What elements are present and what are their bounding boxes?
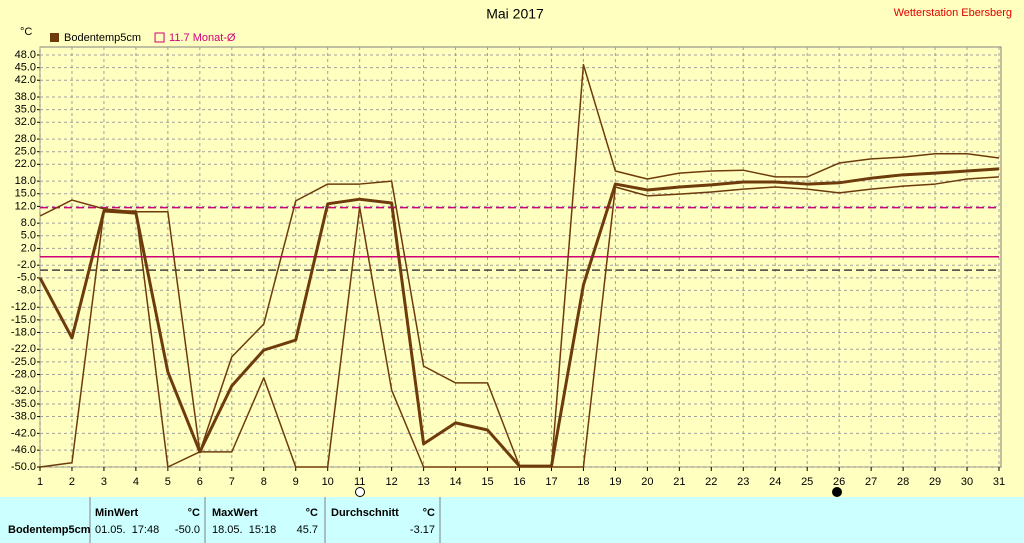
cell-value: -50.0 [175, 524, 200, 536]
y-tick-label: 25.0 [15, 146, 36, 158]
y-tick-label: 48.0 [15, 49, 36, 61]
x-tick-label: 2 [69, 476, 75, 488]
x-tick-label: 8 [261, 476, 267, 488]
x-tick-label: 18 [577, 476, 589, 488]
x-tick-label: 7 [229, 476, 235, 488]
chart-title: Mai 2017 [486, 6, 544, 22]
station-name: Wetterstation Ebersberg [894, 7, 1012, 19]
y-tick-label: 5.0 [21, 230, 36, 242]
cell-value: 18.05. 15:18 [212, 524, 276, 536]
x-tick-label: 23 [737, 476, 749, 488]
y-tick-label: -12.0 [11, 301, 36, 313]
y-tick-label: 28.0 [15, 133, 36, 145]
x-tick-label: 12 [386, 476, 398, 488]
x-tick-label: 3 [101, 476, 107, 488]
x-tick-label: 26 [833, 476, 845, 488]
y-tick-label: -35.0 [11, 398, 36, 410]
y-tick-label: 38.0 [15, 91, 36, 103]
y-tick-label: -32.0 [11, 385, 36, 397]
x-tick-label: 9 [293, 476, 299, 488]
y-tick-label: 35.0 [15, 104, 36, 116]
cell-value: 45.7 [297, 524, 318, 536]
x-tick-label: 19 [609, 476, 621, 488]
x-tick-label: 30 [961, 476, 973, 488]
y-tick-label: 8.0 [21, 217, 36, 229]
moon-new [832, 487, 842, 497]
plot-area: -50.0 -46.0 -42.0 -38.0-35.0-32.0 -28.0-25.0… [11, 46, 1005, 488]
x-tick-label: 15 [481, 476, 493, 488]
y-tick-label: 12.0 [15, 200, 36, 212]
x-tick-label: 22 [705, 476, 717, 488]
y-tick-label: 22.0 [15, 158, 36, 170]
column-header: MinWert [95, 507, 139, 519]
x-tick-label: 31 [993, 476, 1005, 488]
y-tick-label: -38.0 [11, 410, 36, 422]
y-tick-label: -18.0 [11, 326, 36, 338]
x-tick-label: 13 [417, 476, 429, 488]
y-tick-label: -5.0 [17, 272, 36, 284]
row-label: Bodentemp5cm [8, 524, 91, 536]
y-tick-label: -15.0 [11, 314, 36, 326]
y-tick-label: -22.0 [11, 343, 36, 355]
stats-panel [0, 497, 1024, 543]
y-tick-label: 32.0 [15, 116, 36, 128]
y-axis-label: °C [20, 26, 32, 38]
data-line [39, 176, 1000, 468]
x-tick-label: 6 [197, 476, 203, 488]
x-tick-label: 24 [769, 476, 781, 488]
y-tick-label: -46.0 [11, 444, 36, 456]
cell-value: 01.05. 17:48 [95, 524, 159, 536]
column-header: °C [423, 507, 435, 519]
column-header: Durchschnitt [331, 507, 399, 519]
legend-swatch [50, 33, 59, 42]
x-tick-label: 16 [513, 476, 525, 488]
x-tick-label: 14 [449, 476, 461, 488]
stats-table: MinWert °C MaxWert °C Durchschnitt °C Bodentem… [8, 497, 441, 543]
legend-label: Bodentemp5cm [64, 32, 141, 44]
y-tick-label: 2.0 [21, 242, 36, 254]
y-tick-label: -42.0 [11, 427, 36, 439]
column-header: °C [188, 507, 200, 519]
x-tick-label: 21 [673, 476, 685, 488]
y-tick-label: -28.0 [11, 368, 36, 380]
y-tick-label: -2.0 [17, 259, 36, 271]
x-tick-label: 11 [354, 476, 365, 488]
x-tick-label: 4 [133, 476, 139, 488]
x-tick-label: 10 [322, 476, 334, 488]
x-tick-label: 1 [37, 476, 43, 488]
column-header: °C [306, 507, 318, 519]
x-tick-label: 20 [641, 476, 653, 488]
y-tick-label: -8.0 [17, 284, 36, 296]
cell-value: -3.17 [410, 524, 435, 536]
y-tick-label: 45.0 [15, 62, 36, 74]
x-tick-label: 29 [929, 476, 941, 488]
x-tick-label: 28 [897, 476, 909, 488]
legend-swatch [154, 32, 165, 43]
moon-full [355, 487, 365, 497]
y-tick-label: 15.0 [15, 188, 36, 200]
y-tick-label: -25.0 [11, 356, 36, 368]
legend-label: 11.7 Monat-Ø [169, 32, 236, 44]
x-tick-label: 5 [165, 476, 171, 488]
x-tick-label: 25 [801, 476, 813, 488]
x-tick-label: 17 [545, 476, 557, 488]
y-tick-label: 18.0 [15, 175, 36, 187]
x-tick-label: 27 [865, 476, 877, 488]
column-header: MaxWert [212, 507, 258, 519]
y-tick-label: 42.0 [15, 74, 36, 86]
y-tick-label: -50.0 [11, 461, 36, 473]
